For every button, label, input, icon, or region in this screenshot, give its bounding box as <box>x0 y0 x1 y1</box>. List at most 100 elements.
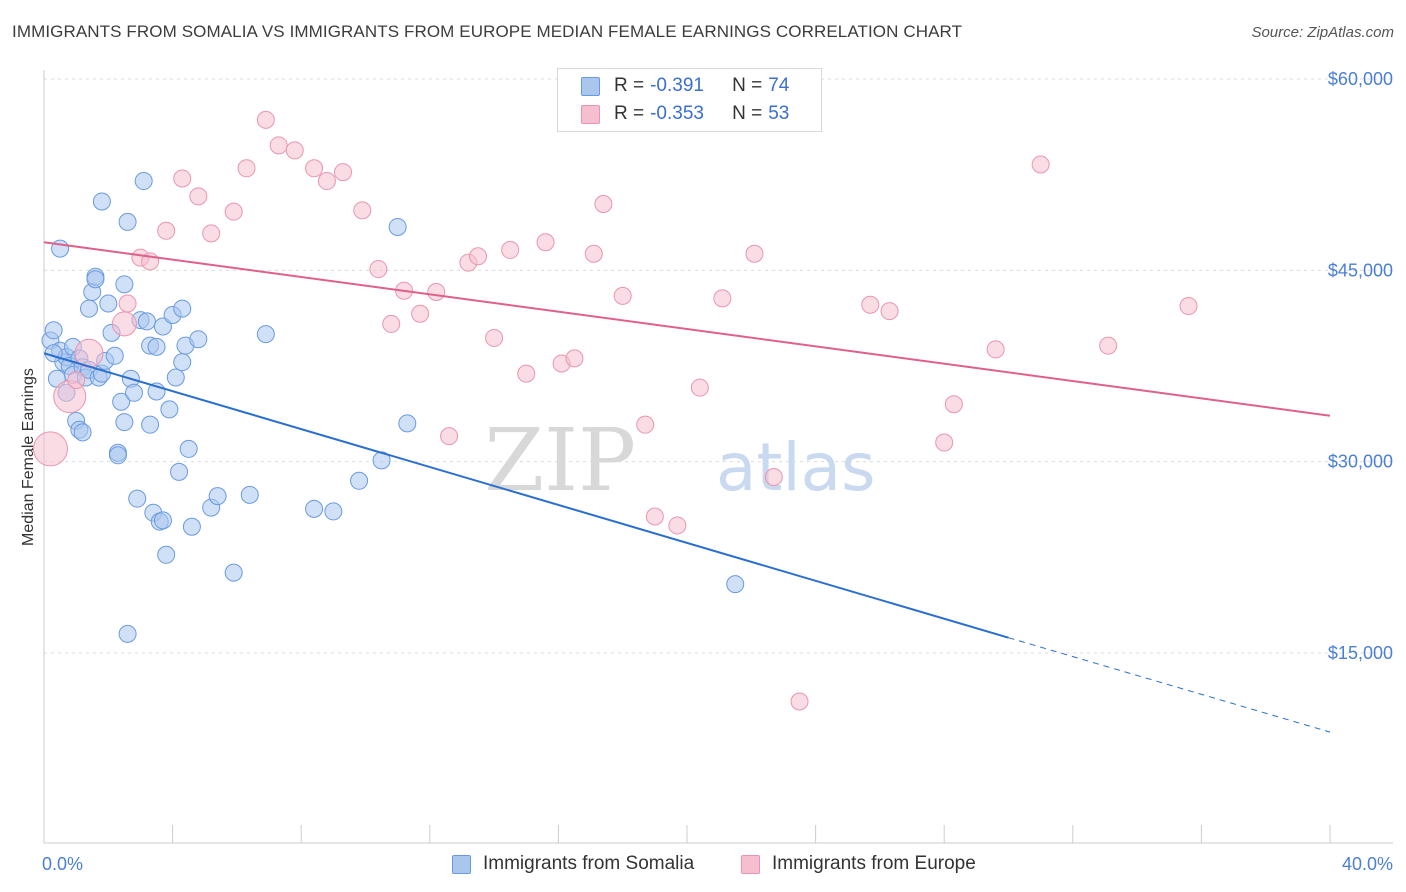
legend-n-label: N = <box>732 103 763 124</box>
somalia-point <box>256 325 275 344</box>
somalia-point <box>147 337 166 356</box>
somalia-point <box>105 346 124 365</box>
europe-point <box>317 172 336 191</box>
europe-point <box>613 286 632 305</box>
somalia-swatch <box>581 76 600 96</box>
source-label: Source: ZipAtlas.com <box>1251 24 1394 41</box>
somalia-point <box>73 423 92 442</box>
somalia-point <box>153 511 172 530</box>
europe-point <box>690 378 709 397</box>
somalia-point <box>118 212 137 231</box>
europe-point <box>369 260 388 279</box>
stats-legend: R = -0.391 N = 74 R = -0.353 N = 53 <box>557 68 822 132</box>
europe-point <box>944 395 963 414</box>
somalia-point <box>99 294 118 313</box>
somalia-point <box>173 299 192 318</box>
europe-point <box>353 201 372 220</box>
europe-point <box>565 349 584 368</box>
europe-point <box>382 314 401 333</box>
europe-point <box>269 136 288 155</box>
europe-point <box>32 431 68 467</box>
europe-point <box>411 304 430 323</box>
europe-point <box>440 427 459 446</box>
europe-legend-label: Immigrants from Europe <box>772 853 976 874</box>
somalia-point <box>160 400 179 419</box>
somalia-point <box>115 413 134 432</box>
watermark-atlas: atlas <box>716 429 876 506</box>
series-somalia-points <box>41 172 745 643</box>
europe-point <box>986 340 1005 359</box>
legend-item-europe[interactable]: Immigrants from Europe <box>741 852 976 876</box>
europe-point <box>189 187 208 206</box>
europe-trend-line <box>43 241 1331 417</box>
europe-point <box>636 415 655 434</box>
somalia-point <box>170 462 189 481</box>
somalia-point <box>128 489 147 508</box>
legend-n-value: 53 <box>768 103 790 124</box>
europe-point <box>861 295 880 314</box>
somalia-point <box>80 299 99 318</box>
somalia-point <box>125 383 144 402</box>
somalia-point <box>166 368 185 387</box>
watermark: ZIP atlas <box>484 411 875 511</box>
y-tick-labels: $15,000 $30,000 $45,000 $60,000 <box>1328 69 1393 663</box>
x-tick-label-min: 0.0% <box>42 854 83 874</box>
somalia-point <box>388 217 407 236</box>
europe-point <box>584 244 603 263</box>
europe-point <box>501 240 520 259</box>
europe-point <box>427 283 446 302</box>
europe-point <box>517 364 536 383</box>
somalia-trend-extension <box>1008 637 1331 733</box>
europe-point <box>935 433 954 452</box>
europe-point <box>713 289 732 308</box>
europe-point <box>1031 155 1050 174</box>
europe-point <box>880 302 899 321</box>
somalia-point <box>240 485 259 504</box>
legend-n-label: N = <box>732 75 763 96</box>
europe-point <box>111 311 137 337</box>
europe-point <box>745 244 764 263</box>
y-tick-label: $15,000 <box>1328 643 1393 663</box>
somalia-point <box>182 517 201 536</box>
y-tick-label: $45,000 <box>1328 260 1393 280</box>
somalia-point <box>137 312 156 331</box>
somalia-point <box>108 446 127 465</box>
somalia-point <box>189 330 208 349</box>
europe-point <box>67 371 86 390</box>
europe-point <box>202 224 221 243</box>
x-tick-label-max: 40.0% <box>1342 854 1393 874</box>
somalia-point <box>86 270 105 289</box>
europe-point <box>668 516 687 535</box>
legend-item-somalia[interactable]: Immigrants from Somalia <box>452 852 694 876</box>
somalia-trend-line <box>43 352 1009 639</box>
europe-point <box>333 163 352 182</box>
somalia-point <box>398 414 417 433</box>
watermark-zip: ZIP <box>484 411 636 511</box>
somalia-point <box>153 317 172 336</box>
legend-row-europe: R = -0.353 N = 53 <box>558 101 789 127</box>
europe-point <box>469 247 488 266</box>
europe-point <box>237 159 256 178</box>
europe-point <box>594 195 613 214</box>
trend-lines <box>43 241 1331 733</box>
europe-point <box>157 221 176 240</box>
somalia-point <box>208 487 227 506</box>
somalia-legend-label: Immigrants from Somalia <box>483 853 695 874</box>
somalia-point <box>118 624 137 643</box>
y-tick-label: $60,000 <box>1328 69 1393 89</box>
legend-n-value: 74 <box>768 75 790 96</box>
legend-r-label: R = <box>614 103 645 124</box>
series-europe-points <box>32 110 1198 711</box>
somalia-point <box>115 275 134 294</box>
legend-r-value: -0.353 <box>650 103 704 124</box>
somalia-point <box>324 502 343 521</box>
somalia-point <box>224 563 243 582</box>
europe-point <box>536 233 555 252</box>
europe-point <box>224 202 243 221</box>
europe-point <box>1099 336 1118 355</box>
somalia-legend-swatch <box>452 854 471 874</box>
somalia-point <box>92 192 111 211</box>
europe-legend-swatch <box>741 854 760 874</box>
europe-point <box>285 141 304 160</box>
